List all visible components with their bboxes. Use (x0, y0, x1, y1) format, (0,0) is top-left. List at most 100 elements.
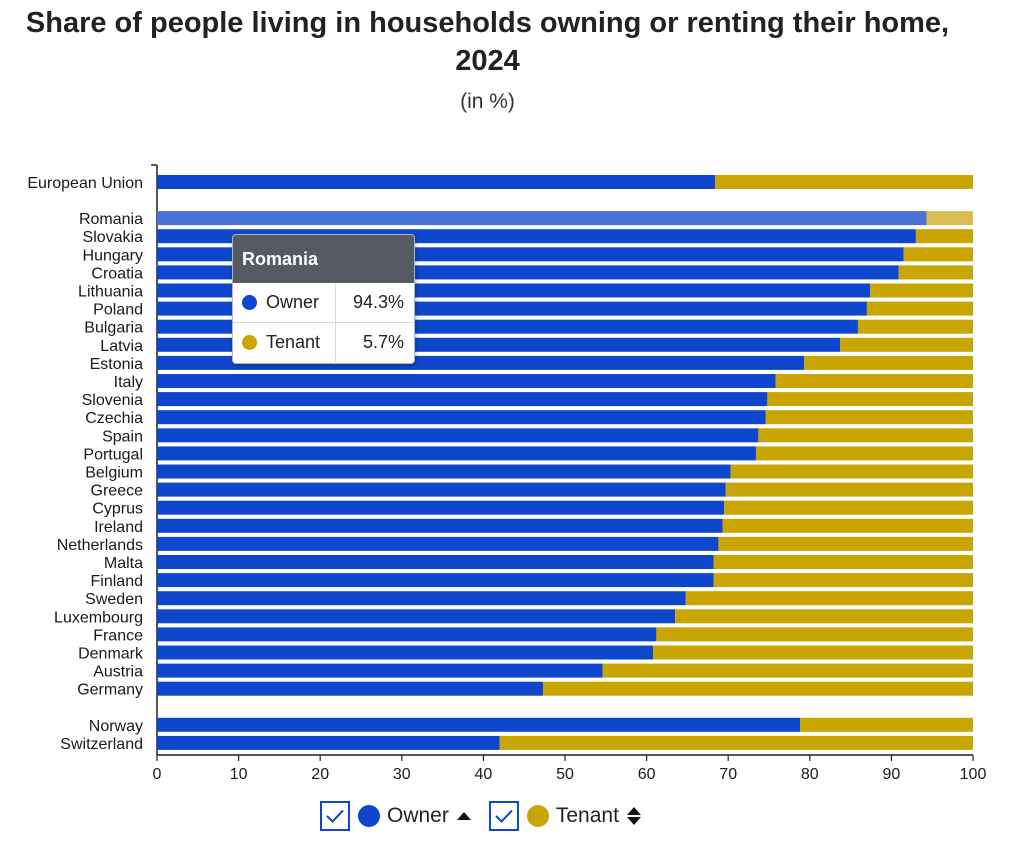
legend-owner-label: Owner (387, 804, 449, 827)
owner-dot-icon (242, 295, 257, 310)
tooltip-owner-value: 94.3% (352, 292, 404, 312)
owner-checkbox[interactable] (320, 801, 350, 831)
y-tick-label: Luxembourg (54, 609, 143, 626)
bar-tenant-slovenia (767, 392, 973, 407)
y-tick-label: Greece (91, 483, 144, 500)
bar-owner-norway (157, 717, 801, 732)
y-tick-label: France (93, 627, 143, 644)
x-tick-label: 10 (230, 766, 248, 783)
chart-legend: Owner Tenant (320, 799, 659, 833)
x-tick-label: 0 (153, 766, 162, 783)
x-tick-label: 30 (393, 766, 411, 783)
bar-owner-italy (157, 374, 776, 388)
bar-tenant-european-union (715, 175, 973, 189)
y-tick-label: Croatia (91, 265, 143, 282)
bar-tenant-poland (866, 301, 973, 316)
bar-owner-romania (157, 211, 927, 226)
bar-tenant-spain (758, 428, 973, 443)
y-tick-label: Germany (77, 682, 143, 699)
owner-swatch-icon (358, 805, 380, 827)
bar-tenant-austria (602, 663, 973, 678)
y-tick-label: Switzerland (60, 736, 143, 753)
y-tick-label: Denmark (78, 646, 144, 663)
y-tick-label: Netherlands (57, 537, 143, 554)
bar-tenant-romania (926, 211, 973, 226)
chart-subtitle: (in %) (460, 90, 515, 113)
bar-owner-belgium (157, 464, 731, 479)
bar-tenant-latvia (839, 337, 973, 352)
legend-tenant-label: Tenant (555, 804, 619, 827)
tenant-dot-icon (242, 335, 257, 350)
x-tick-label: 50 (556, 766, 574, 783)
bar-tenant-slovakia (915, 229, 973, 244)
tooltip-row-owner: Owner 94.3% (233, 283, 414, 322)
sort-ascending-icon[interactable] (456, 812, 471, 820)
bar-tenant-estonia (804, 355, 973, 370)
bar-owner-denmark (157, 645, 654, 660)
y-tick-label: Poland (93, 302, 143, 319)
y-tick-label: Estonia (90, 356, 143, 373)
bar-tenant-greece (725, 482, 973, 497)
y-tick-label: Finland (91, 573, 143, 590)
bar-tenant-lithuania (870, 283, 973, 298)
y-tick-label: Romania (79, 211, 143, 228)
x-tick-label: 60 (638, 766, 656, 783)
legend-item-tenant[interactable]: Tenant (488, 801, 641, 831)
bar-owner-luxembourg (157, 609, 676, 624)
checkmark-icon (326, 809, 344, 823)
y-tick-label: Malta (104, 555, 143, 572)
x-tick-label: 40 (475, 766, 493, 783)
bar-tenant-croatia (898, 265, 973, 280)
y-tick-label: Bulgaria (84, 320, 143, 337)
y-tick-label: Austria (93, 664, 143, 681)
bar-tenant-malta (713, 555, 973, 569)
y-tick-label: Belgium (85, 465, 143, 482)
bar-owner-finland (157, 573, 714, 588)
bar-tenant-france (656, 627, 973, 642)
bar-tenant-switzerland (499, 735, 973, 750)
legend-item-owner[interactable]: Owner (320, 801, 471, 831)
x-tick-label: 100 (960, 766, 987, 783)
y-tick-label: Hungary (83, 247, 143, 264)
bar-tenant-finland (713, 573, 973, 588)
bar-owner-netherlands (157, 536, 719, 551)
y-tick-label: Italy (114, 374, 143, 391)
bar-tenant-hungary (903, 247, 973, 262)
y-tick-label: Spain (102, 428, 143, 445)
y-tick-label: Portugal (83, 446, 143, 463)
bar-tenant-belgium (730, 464, 973, 479)
bar-tenant-netherlands (718, 536, 973, 551)
y-tick-label: Ireland (94, 519, 143, 536)
bar-tenant-germany (542, 681, 973, 696)
bar-owner-spain (157, 428, 759, 443)
bar-owner-greece (157, 482, 726, 497)
sort-both-icon[interactable] (626, 807, 641, 825)
bar-owner-malta (157, 555, 714, 569)
y-tick-label: Cyprus (92, 501, 143, 518)
tooltip-row-tenant: Tenant 5.7% (233, 322, 414, 362)
y-tick-label: Lithuania (78, 284, 143, 301)
bar-owner-czechia (157, 410, 766, 425)
bar-owner-european-union (157, 175, 716, 189)
bar-tenant-portugal (755, 446, 973, 461)
bar-tenant-norway (800, 717, 973, 732)
x-tick-label: 80 (801, 766, 819, 783)
checkmark-icon (495, 809, 513, 823)
bar-owner-france (157, 627, 657, 642)
bar-tenant-sweden (685, 591, 973, 606)
bar-owner-sweden (157, 591, 686, 606)
y-tick-label: Latvia (100, 338, 143, 355)
x-tick-label: 70 (719, 766, 737, 783)
tooltip-owner-label: Owner (266, 292, 320, 312)
bar-tenant-luxembourg (675, 609, 973, 624)
bar-tooltip: Romania Owner 94.3% Tenant 5.7% (232, 234, 415, 364)
y-tick-label: Czechia (85, 410, 143, 427)
bar-owner-slovenia (157, 392, 768, 407)
tenant-checkbox[interactable] (488, 801, 519, 831)
x-tick-label: 20 (311, 766, 329, 783)
y-tick-label: Slovenia (82, 392, 143, 409)
bar-owner-portugal (157, 446, 756, 461)
tooltip-title: Romania (233, 235, 414, 283)
y-tick-label: Slovakia (83, 229, 144, 246)
tenant-swatch-icon (526, 805, 549, 827)
